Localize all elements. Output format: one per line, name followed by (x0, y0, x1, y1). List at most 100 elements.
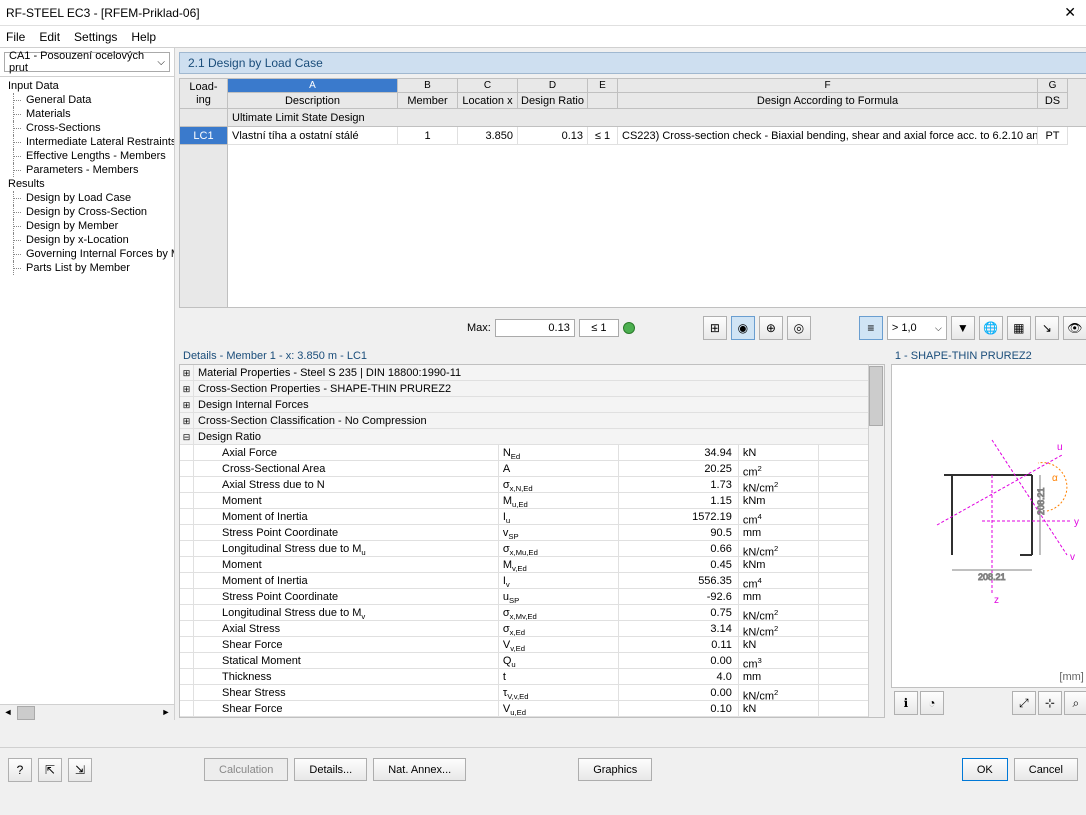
details-value-row: Statical MomentQu0.00cm3 (180, 653, 868, 669)
tool-eye-icon[interactable]: 👁 (1063, 316, 1086, 340)
export2-icon[interactable]: ⇲ (68, 758, 92, 782)
max-value: 0.13 (495, 319, 575, 337)
nat-annex-button[interactable]: Nat. Annex... (373, 758, 466, 781)
svg-text:y: y (1074, 517, 1079, 528)
tree-item[interactable]: Intermediate Lateral Restraints (0, 135, 174, 149)
grid-col-header: DS (1038, 93, 1068, 109)
grid-cell[interactable]: PT (1038, 127, 1068, 145)
details-group-row[interactable]: ⊞Design Internal Forces (180, 397, 868, 413)
details-value-row: MomentMv,Ed0.45kNm (180, 557, 868, 573)
tree-item[interactable]: Design by x-Location (0, 233, 174, 247)
stress-icon[interactable]: ◔ (920, 691, 944, 715)
max-label: Max: (467, 322, 491, 334)
details-vscroll[interactable] (868, 365, 884, 717)
results-grid: Load- ing LC1 ABCDEFG DescriptionMember … (179, 78, 1086, 308)
grid-col-header: Location x [m] (458, 93, 518, 109)
max-le: ≤ 1 (579, 319, 619, 337)
grid-loading-hdr: Load- ing (180, 79, 227, 109)
axes-icon[interactable]: ⤢ (1012, 691, 1036, 715)
grid-cell[interactable]: Vlastní tíha a ostatní stálé (228, 127, 398, 145)
details-button[interactable]: Details... (294, 758, 367, 781)
tree-item[interactable]: Parts List by Member (0, 261, 174, 275)
grid-lc[interactable]: LC1 (180, 127, 227, 145)
ratio-filter-icon[interactable]: ≡ (859, 316, 883, 340)
graphics-button[interactable]: Graphics (578, 758, 652, 781)
grid-cell[interactable]: 3.850 (458, 127, 518, 145)
tool-excel-icon[interactable]: ▦ (1007, 316, 1031, 340)
info-icon[interactable]: ℹ (894, 691, 918, 715)
details-value-row: Thicknesst4.0mm (180, 669, 868, 685)
tree-item[interactable]: Design by Load Case (0, 191, 174, 205)
details-value-row: MomentMu,Ed1.15kNm (180, 493, 868, 509)
grid-col-letter[interactable]: B (398, 79, 458, 93)
svg-text:v: v (1070, 552, 1075, 563)
grid-cell[interactable]: ≤ 1 (588, 127, 618, 145)
svg-text:α: α (1052, 473, 1058, 484)
grid-col-header: Member No. (398, 93, 458, 109)
tree-item[interactable]: Governing Internal Forces by M (0, 247, 174, 261)
grid-cell[interactable]: 1 (398, 127, 458, 145)
calculation-button[interactable]: Calculation (204, 758, 288, 781)
details-value-row: Stress Point CoordinatevSP90.5mm (180, 525, 868, 541)
svg-text:208.21: 208.21 (1036, 487, 1046, 515)
menu-settings[interactable]: Settings (74, 30, 117, 44)
menu-edit[interactable]: Edit (39, 30, 60, 44)
details-group-row[interactable]: ⊟Design Ratio (180, 429, 868, 445)
grid-col-letter[interactable]: A (228, 79, 398, 93)
close-icon[interactable]: ✕ (1060, 4, 1080, 21)
details-group-row[interactable]: ⊞Cross-Section Classification - No Compr… (180, 413, 868, 429)
tool-globe-icon[interactable]: 🌐 (979, 316, 1003, 340)
dims-icon[interactable]: ⊹ (1038, 691, 1062, 715)
grid-toolbar: Max: 0.13 ≤ 1 ⊞ ◉ ⊕ ◎ ≡ > 1,0 ▼ 🌐 ▦ ↘ 👁 (179, 312, 1086, 344)
tree-input-data[interactable]: Input Data (0, 79, 174, 93)
tree-hscroll[interactable]: ◄► (0, 704, 174, 720)
details-value-row: Axial Stressσx,Ed3.14kN/cm2 (180, 621, 868, 637)
grid-col-letter[interactable]: D (518, 79, 588, 93)
grid-group-row: Ultimate Limit State Design (228, 109, 365, 126)
cancel-button[interactable]: Cancel (1014, 758, 1078, 781)
preview-canvas: u v y z α 208.21 208.21 [mm] (891, 364, 1086, 688)
grid-col-header: Design According to Formula (618, 93, 1038, 109)
grid-cell[interactable]: CS223) Cross-section check - Biaxial ben… (618, 127, 1038, 145)
svg-text:z: z (994, 595, 999, 606)
svg-text:208.21: 208.21 (978, 572, 1006, 582)
filter1-icon[interactable]: ⊞ (703, 316, 727, 340)
filter2-icon[interactable]: ◉ (731, 316, 755, 340)
details-group-row[interactable]: ⊞Cross-Section Properties - SHAPE-THIN P… (180, 381, 868, 397)
grid-col-letter[interactable]: C (458, 79, 518, 93)
grid-col-letter[interactable]: F (618, 79, 1038, 93)
tree-item[interactable]: Cross-Sections (0, 121, 174, 135)
menu-bar: File Edit Settings Help (0, 26, 1086, 48)
ok-button[interactable]: OK (962, 758, 1008, 781)
case-combo[interactable]: CA1 - Posouzení ocelových prut (4, 52, 170, 72)
tree-item[interactable]: Design by Member (0, 219, 174, 233)
ratio-combo[interactable]: > 1,0 (887, 316, 947, 340)
menu-file[interactable]: File (6, 30, 25, 44)
details-group-row[interactable]: ⊞Material Properties - Steel S 235 | DIN… (180, 365, 868, 381)
grid-col-header: Description (228, 93, 398, 109)
grid-col-header (588, 93, 618, 109)
details-table: ⊞Material Properties - Steel S 235 | DIN… (179, 364, 885, 718)
grid-cell[interactable]: 0.13 (518, 127, 588, 145)
details-value-row: Shear StressτV,v,Ed0.00kN/cm2 (180, 685, 868, 701)
filter4-icon[interactable]: ◎ (787, 316, 811, 340)
tree-item[interactable]: Design by Cross-Section (0, 205, 174, 219)
grid-col-letter[interactable]: G (1038, 79, 1068, 93)
tree-item[interactable]: General Data (0, 93, 174, 107)
tool-pick-icon[interactable]: ↘ (1035, 316, 1059, 340)
menu-help[interactable]: Help (131, 30, 156, 44)
export1-icon[interactable]: ⇱ (38, 758, 62, 782)
help-icon[interactable]: ? (8, 758, 32, 782)
tree-item[interactable]: Materials (0, 107, 174, 121)
tree-item[interactable]: Parameters - Members (0, 163, 174, 177)
tool-funnel-icon[interactable]: ▼ (951, 316, 975, 340)
details-value-row: Cross-Sectional AreaA20.25cm2 (180, 461, 868, 477)
tree-results[interactable]: Results (0, 177, 174, 191)
filter3-icon[interactable]: ⊕ (759, 316, 783, 340)
grid-col-letter[interactable]: E (588, 79, 618, 93)
details-value-row: Stress Point CoordinateuSP-92.6mm (180, 589, 868, 605)
window-title: RF-STEEL EC3 - [RFEM-Priklad-06] (6, 6, 1060, 20)
details-value-row: Longitudinal Stress due to Muσx,Mu,Ed0.6… (180, 541, 868, 557)
print-icon[interactable]: ⌕ (1064, 691, 1086, 715)
tree-item[interactable]: Effective Lengths - Members (0, 149, 174, 163)
